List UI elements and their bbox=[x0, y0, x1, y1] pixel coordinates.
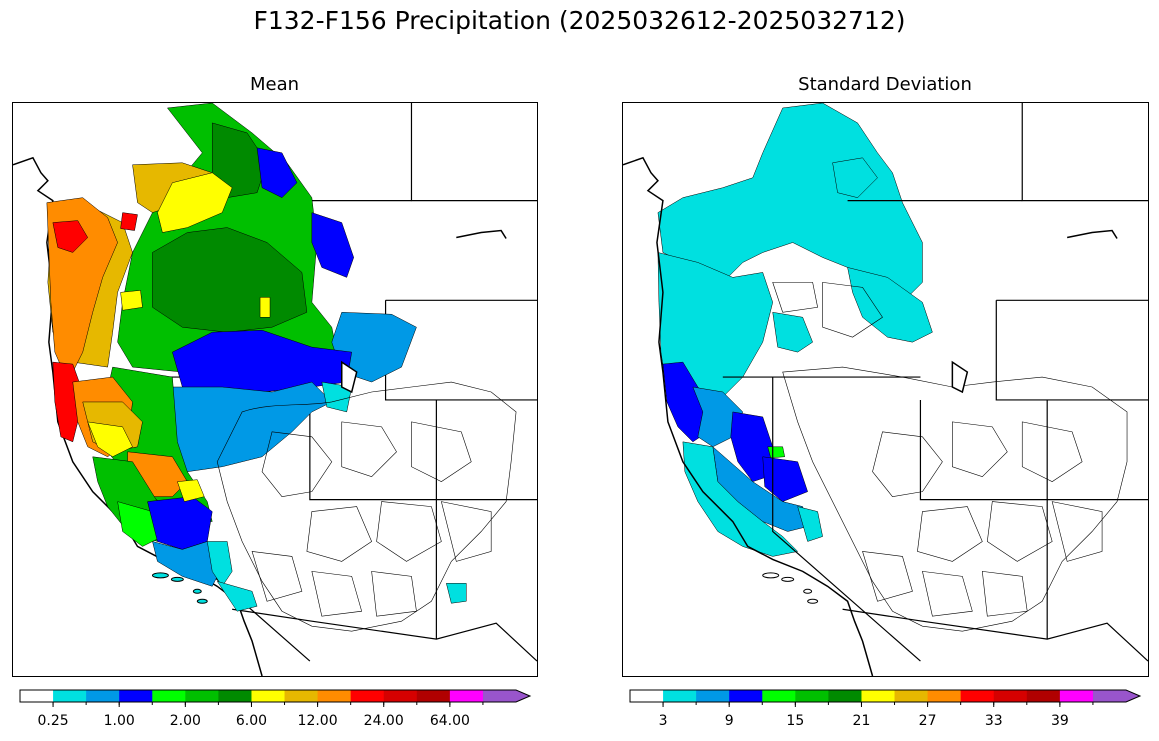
region-yellow-spot-a bbox=[120, 290, 143, 311]
region-yellow-north bbox=[157, 172, 233, 233]
colorbar-segment bbox=[383, 690, 418, 702]
colorbar-stddev-svg: 3 9 15 21 27 33 39 bbox=[629, 689, 1142, 729]
colorbar-mean-svg: 0.25 1.00 2.00 6.00 12.00 24.00 64.00 bbox=[19, 689, 532, 729]
colorbar-segment bbox=[449, 690, 484, 702]
region-cyan-north bbox=[657, 103, 923, 303]
colorbar-segment bbox=[185, 690, 219, 702]
state-boundaries bbox=[722, 103, 1148, 662]
colorbar-segment bbox=[960, 690, 995, 702]
colorbar-tick-label: 33 bbox=[985, 713, 1003, 729]
figure-title: F132-F156 Precipitation (2025032612-2025… bbox=[253, 6, 906, 35]
coastline bbox=[623, 156, 1118, 676]
colorbar-tick-label: 6.00 bbox=[236, 713, 267, 729]
region-cyan-east-spot bbox=[446, 583, 467, 604]
colorbar-segment bbox=[20, 690, 54, 702]
colorbar-segment bbox=[696, 690, 730, 702]
region-blue-east bbox=[311, 212, 354, 278]
colorbar-tick-label: 39 bbox=[1051, 713, 1069, 729]
colorbar-segment bbox=[828, 690, 862, 702]
region-red-coast-north bbox=[120, 212, 138, 231]
stddev-field bbox=[657, 103, 933, 557]
region-yellow-spot-c bbox=[177, 479, 205, 502]
colorbar-tick-label: 3 bbox=[659, 713, 668, 729]
region-sky-west bbox=[692, 386, 744, 448]
colorbar-segment bbox=[53, 690, 87, 702]
colorbar-segment bbox=[927, 690, 962, 702]
basin-outlines bbox=[772, 282, 1128, 632]
colorbar-segment bbox=[251, 690, 286, 702]
colorbar-segment bbox=[350, 690, 385, 702]
colorbar-tick-label: 2.00 bbox=[170, 713, 201, 729]
colorbar-segment bbox=[86, 690, 120, 702]
panel-title-mean: Mean bbox=[249, 74, 300, 95]
region-green-spot bbox=[767, 446, 785, 459]
region-cyan-south bbox=[206, 541, 233, 587]
colorbar-stddev: 3 9 15 21 27 33 39 bbox=[629, 689, 1142, 730]
colorbar-tick-label: 27 bbox=[919, 713, 937, 729]
colorbar-segment bbox=[152, 690, 186, 702]
colorbar-segment bbox=[993, 690, 1028, 702]
colorbar-segment bbox=[795, 690, 829, 702]
region-red-northwest bbox=[52, 220, 89, 253]
colorbar-segment bbox=[317, 690, 352, 702]
region-sky-center bbox=[162, 381, 333, 472]
colorbar-segment bbox=[1059, 690, 1094, 702]
mean-precip-field bbox=[46, 103, 467, 612]
colorbar-tick-label: 1.00 bbox=[104, 713, 135, 729]
map-mean-svg bbox=[13, 103, 537, 676]
map-stddev-svg bbox=[623, 103, 1148, 676]
colorbar-tick-label: 12.00 bbox=[298, 713, 338, 729]
colorbar-segment bbox=[630, 690, 664, 702]
colorbar-tick-label: 24.00 bbox=[364, 713, 404, 729]
map-stddev[interactable] bbox=[622, 102, 1149, 677]
region-blue-center bbox=[730, 411, 773, 482]
colorbar-tick-label: 21 bbox=[853, 713, 871, 729]
region-blue-south bbox=[762, 456, 808, 502]
colorbar-segment bbox=[762, 690, 796, 702]
islands bbox=[762, 572, 819, 604]
region-cyan-tail bbox=[797, 506, 823, 542]
region-cyan-coast bbox=[216, 580, 258, 612]
colorbar-segment bbox=[218, 690, 252, 702]
region-blue-northeast bbox=[256, 147, 298, 198]
region-cyan-south bbox=[682, 441, 799, 557]
islands bbox=[151, 572, 208, 604]
colorbar-segment bbox=[861, 690, 896, 702]
region-yellow-central bbox=[87, 421, 133, 458]
colorbar-mean: 0.25 1.00 2.00 6.00 12.00 24.00 64.00 bbox=[19, 689, 532, 730]
colorbar-segment bbox=[119, 690, 153, 702]
colorbar-segment bbox=[284, 690, 319, 702]
region-cyan-mid bbox=[772, 311, 813, 353]
colorbar-tick-label: 15 bbox=[786, 713, 804, 729]
colorbar-segment bbox=[1092, 690, 1140, 702]
region-sky-east bbox=[331, 312, 417, 383]
region-cyan-northeast bbox=[847, 267, 933, 343]
region-cyan-north-patch bbox=[832, 157, 878, 198]
colorbar-segment bbox=[894, 690, 929, 702]
map-mean[interactable] bbox=[12, 102, 538, 677]
colorbar-tick-label: 64.00 bbox=[430, 713, 470, 729]
colorbar-segment bbox=[416, 690, 451, 702]
colorbar-segment bbox=[482, 690, 530, 702]
colorbar-outline bbox=[629, 689, 1142, 703]
panel-title-stddev: Standard Deviation bbox=[798, 74, 972, 95]
basin-outlines bbox=[216, 360, 517, 632]
colorbar-segment bbox=[1026, 690, 1061, 702]
colorbar-tick-label: 0.25 bbox=[37, 713, 68, 729]
colorbar-segment bbox=[729, 690, 763, 702]
colorbar-outline bbox=[19, 689, 532, 703]
region-yellow-spot-b bbox=[259, 297, 271, 318]
colorbar-segment bbox=[663, 690, 697, 702]
colorbar-tick-label: 9 bbox=[725, 713, 734, 729]
